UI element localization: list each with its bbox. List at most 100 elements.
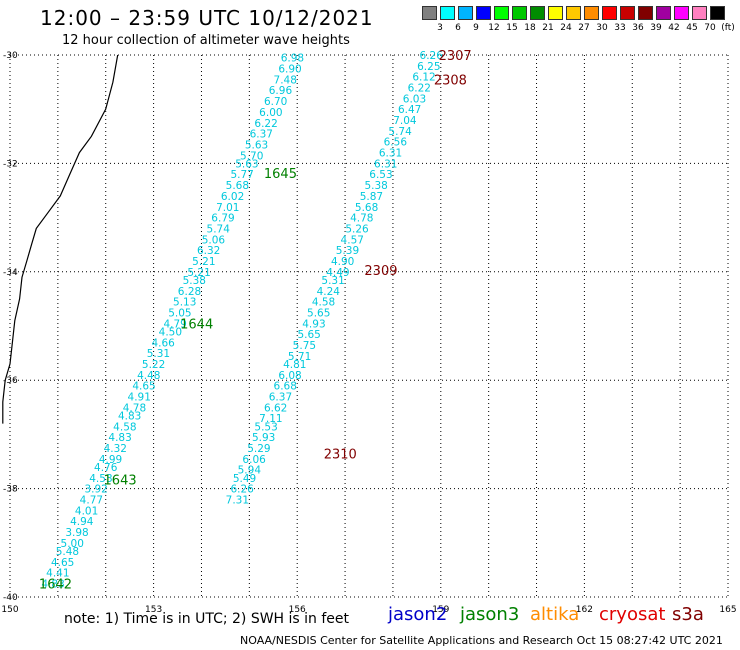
track-labels: 1642 1643 1644 1645 2307 2308 2309 2310 <box>39 49 472 592</box>
scale-swatch <box>494 6 509 20</box>
scale-label: 18 <box>524 23 536 33</box>
satellite-jason2: jason2 <box>388 604 448 625</box>
wave-height-value: 6.03 <box>403 93 426 105</box>
wave-height-value: 4.99 <box>99 454 122 466</box>
map-subtitle: 12 hour collection of altimeter wave hei… <box>62 33 350 48</box>
lon-tick-label: 162 <box>576 605 593 615</box>
wave-height-value: 4.50 <box>159 326 182 338</box>
wave-height-value: 3.98 <box>65 527 88 539</box>
coastline-path <box>2 54 119 424</box>
scale-label: 42 <box>668 23 680 33</box>
wave-height-value: 5.21 <box>187 267 210 279</box>
wave-height-value: 7.11 <box>259 413 282 425</box>
wave-height-value: 5.68 <box>226 180 249 192</box>
wave-height-value: 6.02 <box>221 191 244 203</box>
scale-label: 12 <box>488 23 500 33</box>
wave-height-value: 4.83 <box>41 578 64 590</box>
lon-tick-label: 165 <box>719 605 736 615</box>
track-label: 2308 <box>434 73 467 88</box>
wave-height-value: 4.79 <box>163 318 186 330</box>
scale-swatch <box>602 6 617 20</box>
wave-height-value: 4.01 <box>75 505 98 517</box>
wave-height-value: 5.00 <box>61 538 84 550</box>
wave-height-value: 6.31 <box>379 148 402 160</box>
wave-height-value: 5.70 <box>240 150 263 162</box>
wave-height-value: 4.90 <box>331 256 354 268</box>
track-label: 1645 <box>264 167 297 182</box>
scale-swatch <box>440 6 455 20</box>
lat-tick-label: -36 <box>3 376 18 386</box>
coastline <box>2 54 119 424</box>
scale-swatch <box>674 6 689 20</box>
wave-height-value: 6.98 <box>281 53 304 65</box>
wave-height-value: 5.94 <box>238 465 262 477</box>
wave-height-value: 6.79 <box>211 213 234 225</box>
wave-height-value: 3.92 <box>84 484 107 496</box>
scale-swatch <box>512 6 527 20</box>
satellite-jason3: jason3 <box>460 604 520 625</box>
wave-height-value: 4.76 <box>94 462 118 474</box>
wave-height-value: 4.58 <box>312 297 335 309</box>
wave-height-value: 6.53 <box>369 169 392 181</box>
scale-label: 9 <box>473 23 479 33</box>
wave-height-value: 5.74 <box>207 223 231 235</box>
scale-swatch <box>638 6 653 20</box>
wave-height-value: 5.68 <box>355 202 378 214</box>
wave-height-value: 5.05 <box>168 307 191 319</box>
scale-label: 70 <box>704 23 716 33</box>
wave-height-value: 6.08 <box>278 370 301 382</box>
wave-height-value: 6.62 <box>264 402 287 414</box>
wave-height-value: 5.39 <box>336 245 359 257</box>
wave-height-value: 5.13 <box>173 297 196 309</box>
track-label: 2309 <box>364 264 397 279</box>
wave-height-value: 5.93 <box>252 432 275 444</box>
lon-tick-label: 156 <box>289 605 306 615</box>
wave-height-value: 6.31 <box>374 158 397 170</box>
satellite-cryosat: cryosat <box>599 604 666 625</box>
grid-lines <box>9 54 729 598</box>
wave-height-value: 6.32 <box>197 245 220 257</box>
satellite-altika: altika <box>530 604 580 625</box>
track-label: 1643 <box>104 473 137 488</box>
footer-note: note: 1) Time is in UTC; 2) SWH is in fe… <box>64 611 350 627</box>
wave-height-value: 4.48 <box>137 370 160 382</box>
wave-height-value: 4.78 <box>123 402 146 414</box>
wave-height-value: 4.77 <box>80 494 103 506</box>
wave-height-value: 4.83 <box>108 432 131 444</box>
scale-swatch <box>692 6 707 20</box>
wave-height-value: 7.48 <box>274 74 297 86</box>
wave-height-value: 5.31 <box>321 275 344 287</box>
wave-height-value: 5.71 <box>288 351 311 363</box>
wave-height-value: 6.28 <box>178 286 201 298</box>
credit-line: NOAA/NESDIS Center for Satellite Applica… <box>240 634 723 647</box>
wave-height-values: 6.986.907.486.966.706.006.226.375.635.70… <box>41 50 443 590</box>
track-label: 1644 <box>180 317 213 332</box>
wave-height-value: 5.22 <box>142 359 165 371</box>
wave-height-value: 4.91 <box>128 391 151 403</box>
wave-height-value: 5.53 <box>254 421 277 433</box>
wave-height-value: 7.31 <box>226 494 249 506</box>
wave-height-value: 5.48 <box>56 546 79 558</box>
scale-swatch <box>710 6 725 20</box>
wave-height-value: 4.24 <box>317 286 341 298</box>
track-label: 2307 <box>439 49 472 64</box>
wave-height-value: 5.63 <box>245 139 268 151</box>
wave-height-value: 6.12 <box>412 72 435 84</box>
satellite-s3a: s3a <box>672 604 704 625</box>
wave-height-value: 5.21 <box>192 256 215 268</box>
wave-height-value: 6.06 <box>242 454 266 466</box>
wave-height-value: 4.58 <box>113 421 136 433</box>
wave-height-value: 6.56 <box>384 137 408 149</box>
wave-height-value: 4.57 <box>341 234 364 246</box>
scale-unit: (ft) <box>721 23 735 33</box>
scale-label: 45 <box>686 23 698 33</box>
wave-height-value: 6.96 <box>269 85 293 97</box>
wave-height-value: 4.81 <box>283 359 306 371</box>
scale-swatch <box>530 6 545 20</box>
wave-height-value: 6.47 <box>398 104 421 116</box>
scale-swatch <box>656 6 671 20</box>
wave-height-value: 4.41 <box>46 568 69 580</box>
lat-tick-label: -32 <box>3 159 18 169</box>
wave-height-value: 5.87 <box>360 191 383 203</box>
